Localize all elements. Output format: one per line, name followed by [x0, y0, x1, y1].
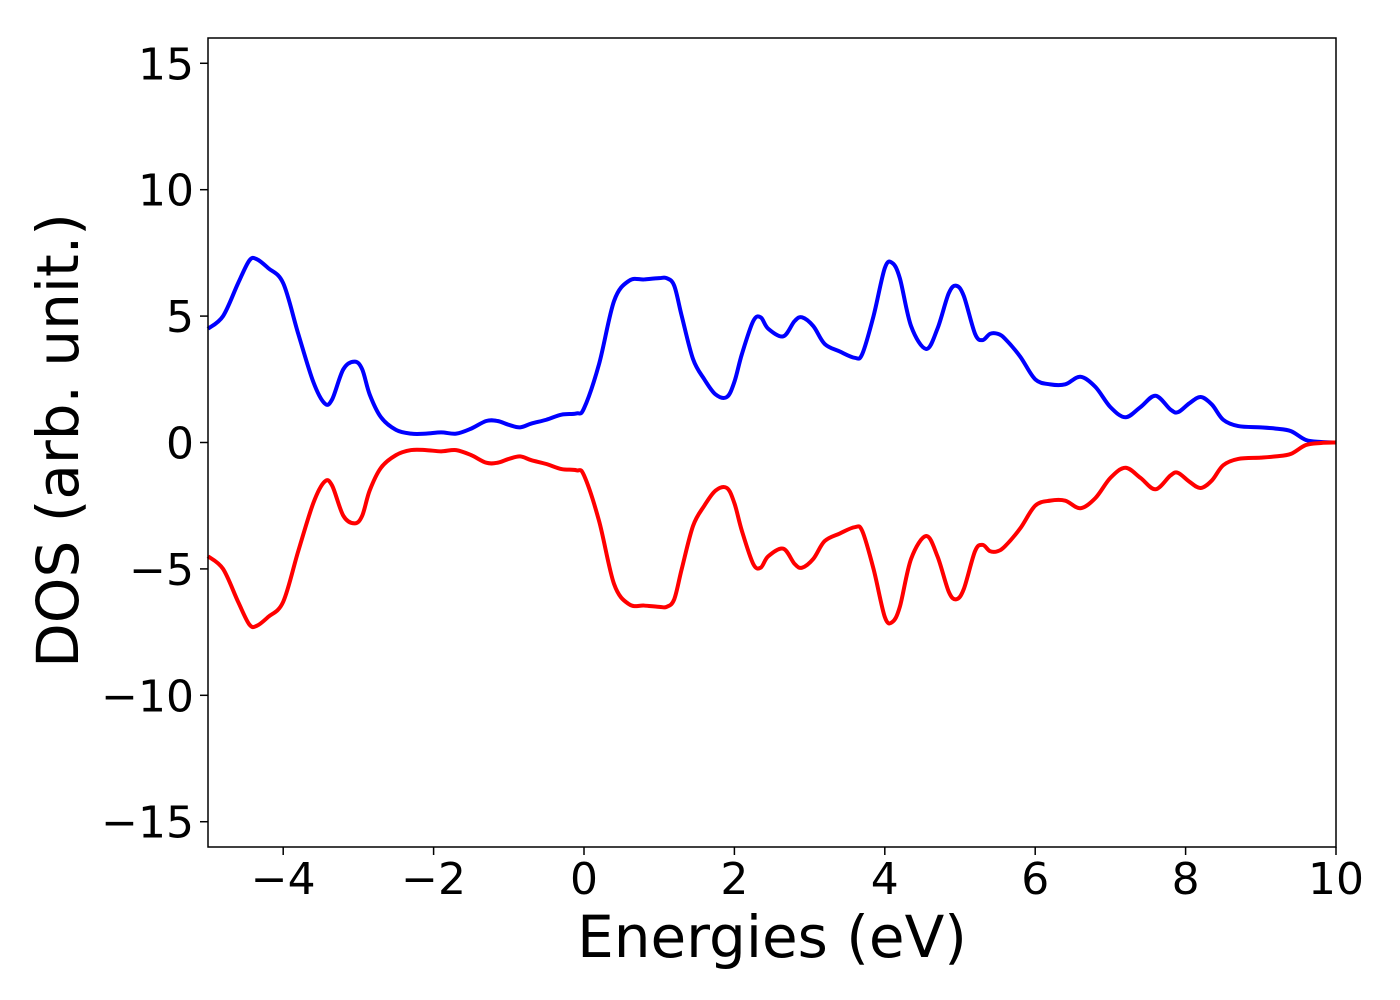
y-axis-ticks: −15 −10 −5 0 5 10 15	[101, 39, 208, 849]
y-tick-label: 0	[166, 419, 194, 470]
y-tick-label: 15	[138, 39, 194, 90]
y-tick-label: 5	[166, 292, 194, 343]
series-line-blue	[206, 255, 1337, 445]
x-tick-label: 0	[570, 854, 598, 905]
y-tick-label: −5	[129, 545, 194, 596]
x-tick-label: 4	[871, 854, 899, 905]
series-layer	[206, 255, 1337, 630]
x-axis-ticks: −4 −2 0 2 4 6 8 10	[251, 847, 1364, 905]
x-tick-label: 10	[1308, 854, 1364, 905]
x-tick-label: 8	[1172, 854, 1200, 905]
y-axis-label: DOS (arb. unit.)	[24, 213, 92, 668]
y-tick-label: −10	[101, 671, 194, 722]
x-tick-label: −2	[401, 854, 466, 905]
x-tick-label: 6	[1021, 854, 1049, 905]
y-tick-label: −15	[101, 798, 194, 849]
x-axis-label: Energies (eV)	[577, 903, 967, 971]
x-tick-label: 2	[720, 854, 748, 905]
x-tick-label: −4	[251, 854, 316, 905]
series-line-red	[206, 440, 1337, 630]
y-tick-label: 10	[138, 166, 194, 217]
plot-frame	[207, 37, 1337, 848]
